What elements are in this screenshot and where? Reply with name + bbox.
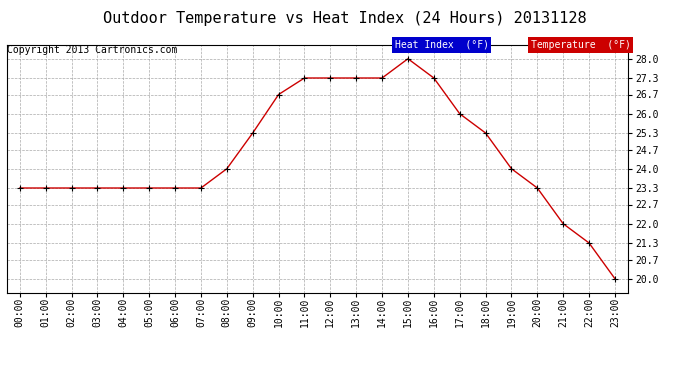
Text: Outdoor Temperature vs Heat Index (24 Hours) 20131128: Outdoor Temperature vs Heat Index (24 Ho…	[104, 11, 586, 26]
Text: Temperature  (°F): Temperature (°F)	[531, 40, 631, 50]
Text: Heat Index  (°F): Heat Index (°F)	[395, 40, 489, 50]
Text: Copyright 2013 Cartronics.com: Copyright 2013 Cartronics.com	[7, 45, 177, 55]
